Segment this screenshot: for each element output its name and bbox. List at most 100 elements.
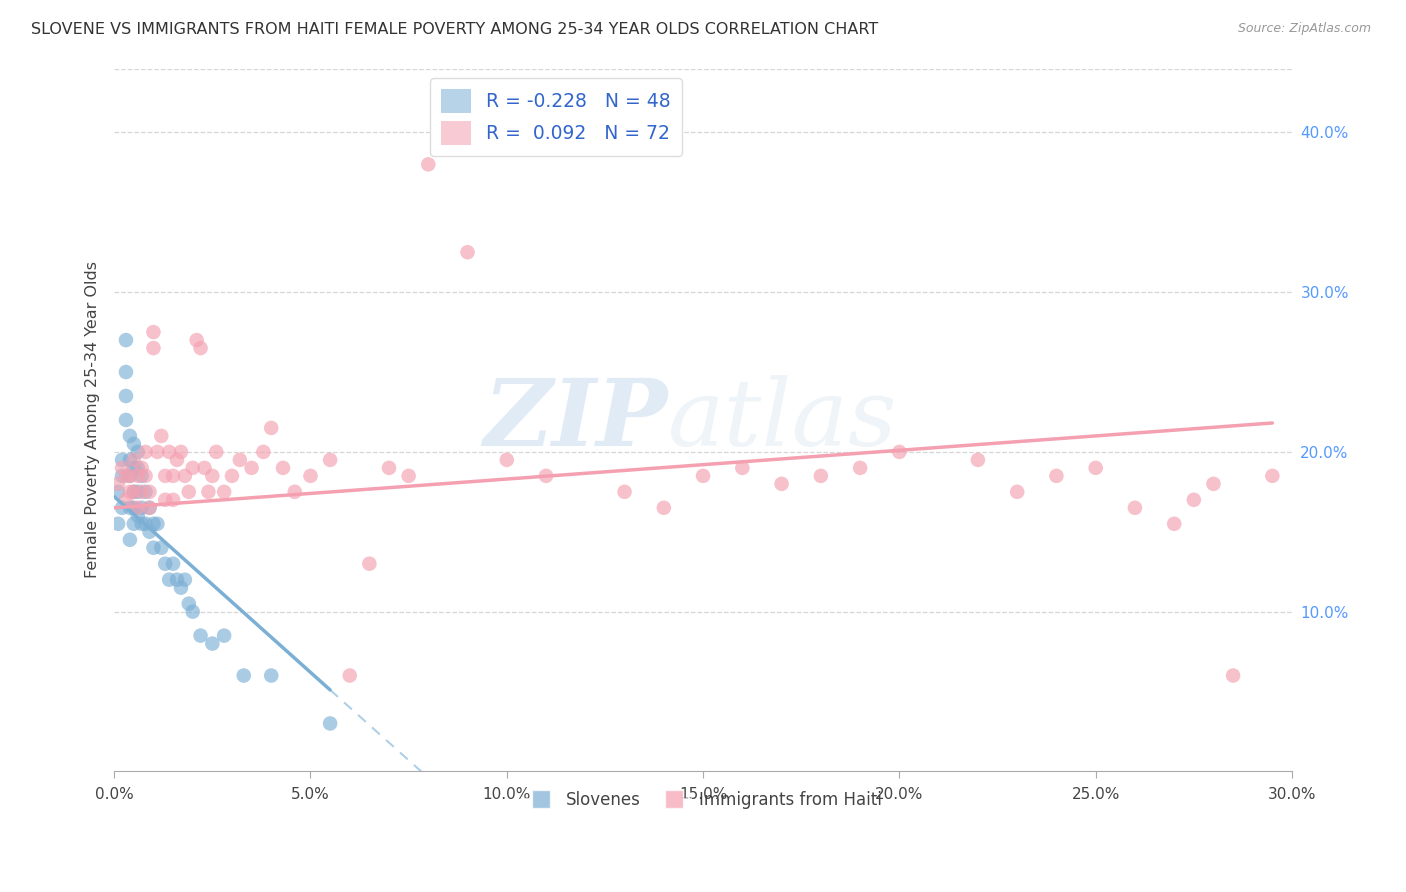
Point (495, 453, 517, 467)
Point (127, 445, 149, 459)
Point (232, 668, 254, 682)
Text: Source: ZipAtlas.com: Source: ZipAtlas.com (1237, 22, 1371, 36)
Point (155, 492, 177, 507)
Point (157, 445, 180, 459)
Point (205, 445, 228, 459)
Point (534, 468, 557, 483)
Point (115, 333, 138, 347)
Point (131, 468, 153, 483)
Point (115, 468, 138, 483)
Point (122, 453, 145, 467)
Point (118, 500, 141, 515)
Point (967, 453, 990, 467)
Point (127, 461, 149, 475)
Point (162, 492, 184, 507)
Point (889, 445, 911, 459)
Point (127, 508, 149, 523)
Point (155, 468, 177, 483)
Point (115, 389, 138, 403)
Point (135, 484, 157, 499)
Point (212, 484, 235, 499)
Point (157, 573, 180, 587)
Point (111, 453, 134, 467)
Point (111, 461, 134, 475)
Point (1123, 500, 1146, 515)
Point (150, 541, 173, 555)
Point (229, 453, 252, 467)
Point (122, 484, 145, 499)
Point (177, 484, 200, 499)
Point (398, 468, 420, 483)
Point (146, 445, 169, 459)
Point (201, 468, 224, 483)
Point (284, 484, 307, 499)
Point (142, 341, 165, 355)
Point (1222, 668, 1244, 682)
Point (131, 484, 153, 499)
Point (118, 484, 141, 499)
Point (613, 484, 636, 499)
Point (131, 516, 153, 531)
Point (115, 365, 138, 379)
Point (299, 468, 322, 483)
Point (1005, 484, 1028, 499)
Point (173, 468, 195, 483)
Point (319, 453, 342, 467)
Point (107, 516, 129, 531)
Point (138, 500, 160, 515)
Point (127, 468, 149, 483)
Point (731, 461, 754, 475)
Point (142, 325, 165, 339)
Point (260, 668, 283, 682)
Point (122, 500, 145, 515)
Point (138, 484, 160, 499)
Point (131, 500, 153, 515)
Point (107, 476, 129, 491)
Point (190, 341, 212, 355)
Point (155, 557, 177, 571)
Point (135, 468, 157, 483)
Text: SLOVENE VS IMMIGRANTS FROM HAITI FEMALE POVERTY AMONG 25-34 YEAR OLDS CORRELATIO: SLOVENE VS IMMIGRANTS FROM HAITI FEMALE … (31, 22, 879, 37)
Point (1182, 492, 1205, 507)
Point (122, 484, 145, 499)
Point (1163, 516, 1185, 531)
Point (212, 629, 235, 643)
Point (162, 468, 184, 483)
Point (457, 245, 479, 260)
Legend: Slovenes, Immigrants from Haiti: Slovenes, Immigrants from Haiti (517, 784, 889, 816)
Y-axis label: Female Poverty Among 25-34 Year Olds: Female Poverty Among 25-34 Year Olds (86, 261, 100, 578)
Point (1202, 476, 1225, 491)
Point (181, 461, 204, 475)
Point (810, 468, 832, 483)
Point (652, 500, 675, 515)
Point (378, 461, 401, 475)
Point (166, 573, 188, 587)
Point (319, 716, 342, 731)
Point (1045, 468, 1067, 483)
Point (142, 516, 165, 531)
Point (127, 500, 149, 515)
Point (1084, 461, 1107, 475)
Point (111, 468, 134, 483)
Point (186, 333, 208, 347)
Point (146, 516, 169, 531)
Point (107, 484, 129, 499)
Text: ZIP: ZIP (484, 375, 668, 465)
Point (118, 429, 141, 443)
Point (170, 581, 193, 595)
Point (111, 500, 134, 515)
Point (197, 484, 219, 499)
Point (162, 557, 184, 571)
Text: atlas: atlas (668, 375, 897, 465)
Point (118, 453, 141, 467)
Point (181, 605, 204, 619)
Point (122, 461, 145, 475)
Point (252, 445, 274, 459)
Point (115, 492, 138, 507)
Point (849, 461, 872, 475)
Point (118, 468, 141, 483)
Point (135, 445, 157, 459)
Point (118, 533, 141, 547)
Point (150, 429, 173, 443)
Point (221, 468, 243, 483)
